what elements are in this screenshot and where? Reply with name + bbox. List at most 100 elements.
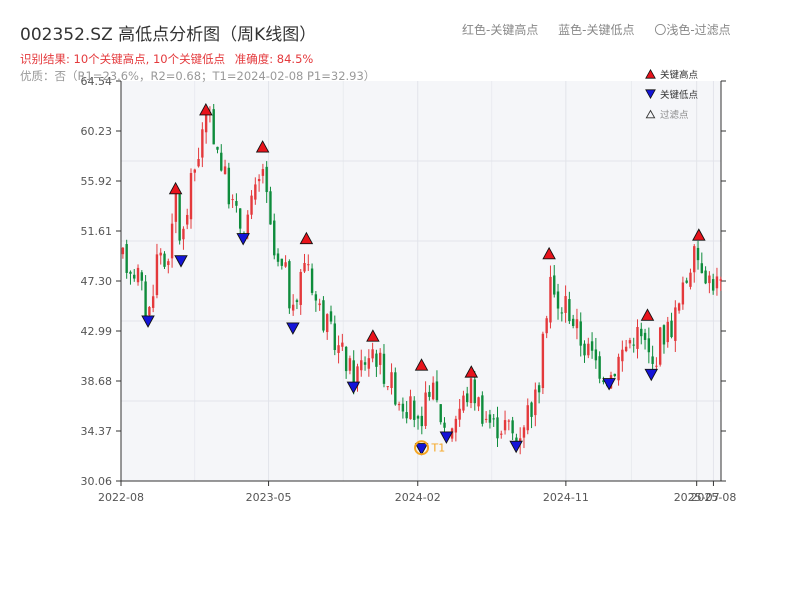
candle bbox=[337, 335, 340, 364]
candle-body bbox=[556, 291, 560, 309]
candle-body bbox=[594, 349, 598, 361]
candle-body bbox=[178, 194, 181, 241]
key-low-marker bbox=[602, 378, 616, 391]
candle-body bbox=[689, 272, 692, 287]
candle bbox=[560, 307, 564, 322]
candle bbox=[704, 266, 707, 285]
candle-body bbox=[295, 300, 299, 303]
candle bbox=[670, 312, 673, 339]
candle-body bbox=[235, 201, 238, 206]
candle bbox=[386, 386, 389, 391]
candle bbox=[658, 326, 662, 367]
candle-body bbox=[227, 167, 231, 205]
candle bbox=[378, 348, 382, 375]
y-tick-label: 30.06 bbox=[81, 475, 113, 488]
candle-body bbox=[681, 282, 685, 305]
y-tick-label: 51.61 bbox=[81, 225, 113, 238]
key-high-marker bbox=[640, 308, 655, 321]
candle bbox=[367, 349, 371, 377]
candle-body bbox=[473, 379, 476, 404]
candle bbox=[424, 381, 427, 429]
candle-body bbox=[568, 299, 571, 322]
y-tick-label: 42.99 bbox=[81, 325, 113, 338]
candle-body bbox=[148, 306, 151, 316]
candle bbox=[564, 285, 567, 323]
candle bbox=[590, 332, 594, 359]
candle-body bbox=[704, 270, 707, 284]
candles bbox=[121, 103, 722, 455]
candle-body bbox=[257, 178, 261, 182]
candle bbox=[314, 291, 318, 312]
candle-body bbox=[307, 264, 310, 266]
candle-body bbox=[121, 247, 125, 255]
candle bbox=[257, 174, 261, 192]
candle-body bbox=[291, 304, 295, 311]
candle-body bbox=[201, 129, 204, 158]
candle bbox=[719, 276, 722, 291]
candle bbox=[235, 193, 238, 213]
candle-body bbox=[511, 420, 514, 434]
candle bbox=[522, 425, 526, 449]
candle-body bbox=[666, 321, 669, 343]
candle-body bbox=[655, 365, 658, 367]
candle bbox=[636, 319, 639, 359]
candle bbox=[545, 315, 548, 339]
candle-body bbox=[598, 356, 601, 379]
candle bbox=[674, 300, 677, 352]
accuracy-text: 准确度: 84.5% bbox=[234, 52, 314, 66]
candle-body bbox=[696, 247, 700, 261]
candle-body bbox=[651, 356, 654, 364]
candle bbox=[291, 294, 295, 316]
candle-body bbox=[719, 279, 722, 281]
candle-body bbox=[579, 321, 582, 346]
candle bbox=[492, 413, 495, 427]
candle-body bbox=[621, 349, 624, 362]
candle-body bbox=[492, 418, 495, 420]
candle bbox=[356, 363, 359, 392]
candle-body bbox=[477, 397, 480, 407]
candle bbox=[121, 246, 125, 259]
candle bbox=[409, 389, 412, 420]
candle-body bbox=[352, 360, 355, 388]
candle-body bbox=[125, 244, 128, 273]
candle-body bbox=[348, 358, 352, 371]
candle bbox=[416, 414, 420, 430]
candle bbox=[182, 226, 185, 250]
candle-body bbox=[583, 343, 586, 356]
candle-body bbox=[496, 417, 499, 439]
candle-body bbox=[677, 303, 681, 311]
candle-body bbox=[409, 396, 412, 420]
candle bbox=[295, 298, 299, 310]
candle-body bbox=[129, 271, 132, 274]
candle-body bbox=[337, 345, 340, 353]
candle bbox=[375, 349, 378, 377]
legend-label-high: 关键高点 bbox=[660, 70, 699, 81]
candle bbox=[681, 276, 685, 310]
candle bbox=[390, 363, 393, 395]
candle-body bbox=[462, 395, 465, 411]
candle bbox=[534, 382, 537, 427]
candle-body bbox=[394, 372, 397, 405]
x-tick-label: 2024-11 bbox=[543, 491, 589, 504]
candle-body bbox=[344, 346, 348, 372]
candle bbox=[643, 328, 647, 350]
candle-body bbox=[439, 404, 442, 423]
candle bbox=[640, 322, 643, 345]
candle-body bbox=[685, 280, 688, 283]
candle bbox=[178, 192, 181, 245]
candle-body bbox=[360, 360, 363, 371]
candle bbox=[261, 163, 265, 184]
candle-body bbox=[269, 191, 272, 225]
candle bbox=[500, 430, 503, 439]
candle bbox=[360, 349, 363, 377]
candle bbox=[133, 269, 136, 282]
candle bbox=[212, 103, 215, 145]
result-text: 识别结果: 10个关键高点, 10个关键低点 bbox=[20, 52, 226, 66]
candle bbox=[473, 371, 476, 411]
candle bbox=[689, 268, 692, 290]
candle-body bbox=[405, 412, 408, 419]
candle-body bbox=[636, 327, 639, 349]
candle-body bbox=[276, 253, 280, 262]
candle bbox=[496, 406, 499, 447]
legend-item-low: 关键低点 bbox=[645, 84, 698, 104]
